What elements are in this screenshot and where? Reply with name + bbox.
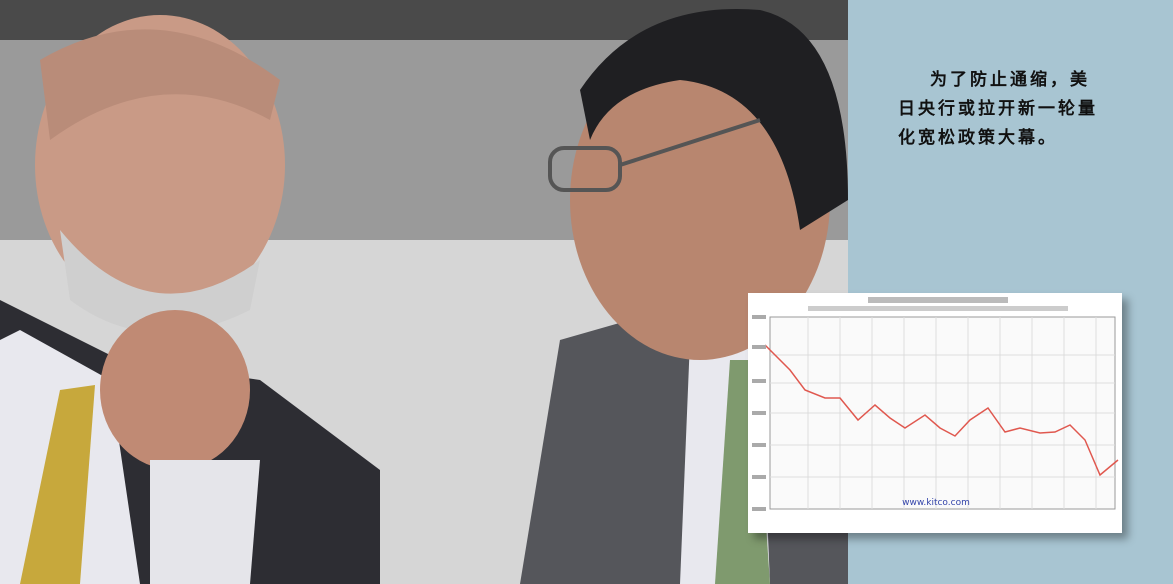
caption: 为了防止通缩，美 日央行或拉开新一轮量 化宽松政策大幕。 <box>898 66 1128 153</box>
photo <box>0 0 848 584</box>
caption-line: 日央行或拉开新一轮量 <box>898 99 1098 119</box>
chart-source: www.kitco.com <box>902 498 970 508</box>
chart-inset: www.kitco.com <box>748 293 1122 533</box>
caption-line: 为了防止通缩，美 <box>930 70 1090 90</box>
chart-image: www.kitco.com <box>748 293 1122 533</box>
caption-line: 化宽松政策大幕。 <box>898 128 1058 148</box>
